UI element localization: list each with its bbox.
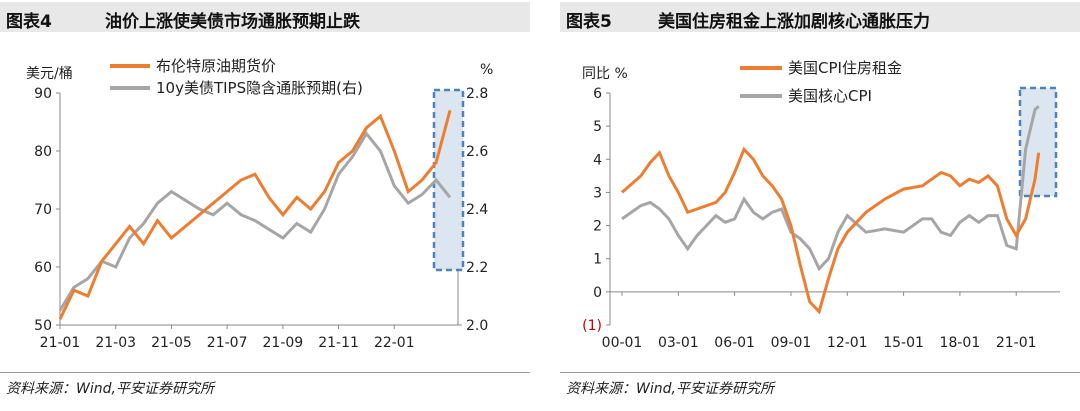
source-note: 资料来源：Wind,平安证券研究所 — [6, 381, 214, 397]
chart-title: 美国住房租金上涨加剧核心通胀压力 — [658, 12, 930, 32]
x-tick-label: 21-01 — [996, 335, 1037, 351]
chart-title-bar: 图表5 美国住房租金上涨加剧核心通胀压力 — [560, 2, 1080, 32]
x-tick-label: 21-09 — [263, 335, 304, 351]
y-right-tick-label: 2.2 — [466, 260, 488, 276]
y-tick-label: 6 — [593, 86, 602, 102]
y-tick-label: 1 — [593, 252, 602, 268]
y-tick-label: 5 — [593, 119, 602, 135]
x-tick-label: 18-01 — [940, 335, 981, 351]
chart-title-bar: 图表4 油价上涨使美债市场通胀预期止跌 — [0, 2, 530, 32]
x-tick-label: 06-01 — [714, 335, 755, 351]
rent-vs-core-cpi-chart: 6 5 4 3 2 1 0 (1)00-01 03-01 06-01 09-01 12-01 15-01… — [582, 59, 1060, 351]
legend-label-oil: 布伦特原油期货价 — [156, 57, 276, 75]
x-tick-label: 15-01 — [883, 335, 924, 351]
divider — [0, 372, 530, 373]
y-tick-label: 0 — [593, 285, 602, 301]
x-tick-label: 09-01 — [771, 335, 812, 351]
oil-vs-tips-chart: 50 60 70 80 90 2.0 2.2 2.4 2.6 2.8 21-01 21-03 21-05… — [26, 57, 493, 351]
x-tick-label: 21-03 — [95, 335, 136, 351]
y-axis-left-label: 美元/桶 — [26, 66, 73, 82]
legend-label-rent: 美国CPI住房租金 — [788, 59, 902, 77]
y-left-tick-label: 80 — [34, 144, 52, 160]
core-cpi-series-line — [621, 105, 1040, 272]
y-tick-label: 3 — [593, 185, 602, 201]
oil-series-line — [58, 110, 452, 320]
y-left-tick-label: 70 — [34, 202, 52, 218]
x-tick-label: 21-01 — [40, 335, 81, 351]
x-tick-label: 21-05 — [151, 335, 192, 351]
chart-number: 图表5 — [566, 12, 612, 32]
y-right-tick-label: 2.0 — [466, 318, 488, 334]
y-axis-right-label: % — [480, 62, 493, 78]
tips-series-line — [58, 130, 452, 312]
y-left-tick-label: 90 — [34, 86, 52, 102]
y-tick-label: (1) — [582, 318, 602, 334]
highlight-box — [1018, 86, 1058, 198]
x-tick-label: 21-07 — [207, 335, 248, 351]
y-right-tick-label: 2.4 — [466, 202, 488, 218]
legend-label-core: 美国核心CPI — [788, 87, 872, 105]
divider — [560, 372, 1080, 373]
y-tick-label: 4 — [593, 152, 602, 168]
rent-cpi-series-line — [621, 146, 1041, 315]
x-tick-label: 03-01 — [658, 335, 699, 351]
y-axis-label: 同比 % — [582, 66, 628, 82]
x-tick-label: 22-01 — [374, 335, 415, 351]
y-right-tick-label: 2.8 — [466, 86, 488, 102]
y-left-tick-label: 50 — [34, 318, 52, 334]
x-tick-label: 00-01 — [602, 335, 643, 351]
source-note: 资料来源：Wind,平安证券研究所 — [566, 381, 774, 397]
y-left-tick-label: 60 — [34, 260, 52, 276]
y-right-tick-label: 2.6 — [466, 144, 488, 160]
legend-label-tips: 10y美债TIPS隐含通胀预期(右) — [156, 79, 363, 97]
x-tick-label: 21-11 — [318, 335, 359, 351]
y-tick-label: 2 — [593, 219, 602, 235]
chart-number: 图表4 — [6, 12, 52, 32]
x-tick-label: 12-01 — [827, 335, 868, 351]
chart-panel-5: 图表5 美国住房租金上涨加剧核心通胀压力 6 5 4 3 2 1 0 (1) 00-01 03-0… — [560, 0, 1080, 411]
chart-panel-4: 图表4 油价上涨使美债市场通胀预期止跌 50 60 70 80 90 2.0 2.2 2.4 2… — [0, 0, 530, 411]
chart-title: 油价上涨使美债市场通胀预期止跌 — [105, 12, 360, 32]
